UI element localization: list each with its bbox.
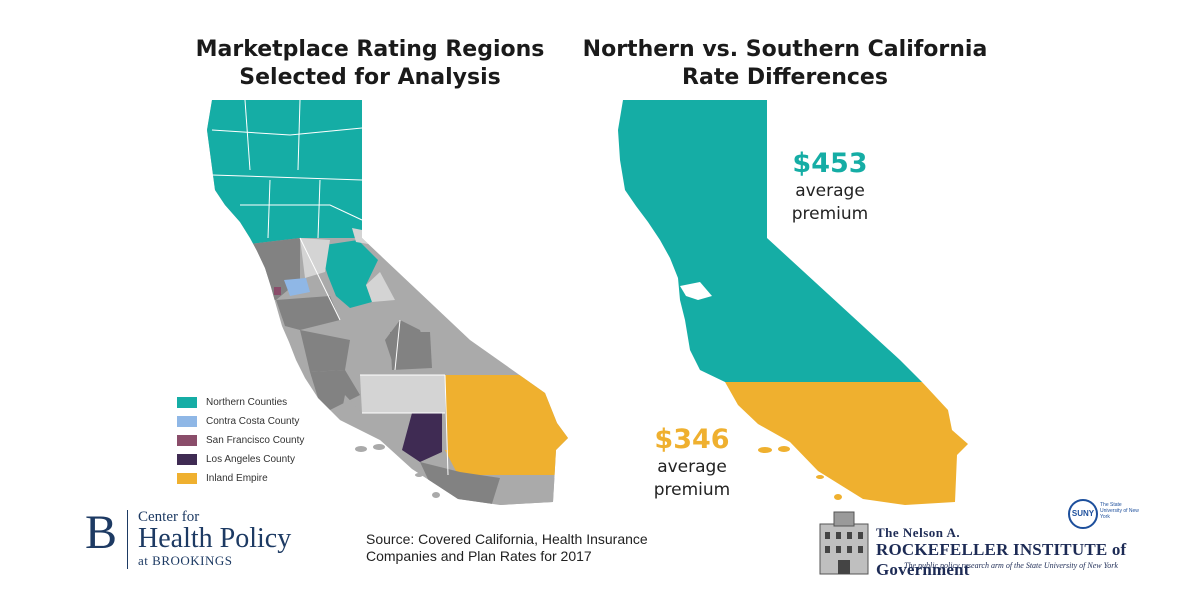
left-map-title: Marketplace Rating Regions Selected for … — [170, 36, 570, 92]
south-price: $346 — [654, 424, 730, 455]
county-tile — [276, 296, 340, 330]
san-francisco-county — [274, 287, 281, 295]
legend-item-los-angeles: Los Angeles County — [177, 450, 304, 469]
brookings-text: Center for Health Policy at BROOKINGS — [138, 510, 291, 569]
brookings-line-1: Center for — [138, 509, 200, 525]
inland-empire-lower — [445, 450, 568, 475]
county-tile — [340, 302, 400, 340]
right-title-line-2: Rate Differences — [682, 65, 888, 90]
brookings-b-mark: B — [85, 509, 129, 569]
county-tile — [366, 272, 395, 302]
legend-swatch — [177, 397, 197, 408]
legend-swatch — [177, 435, 197, 446]
rockefeller-logo: The Nelson A. ROCKEFELLER INSTITUTE of G… — [818, 499, 1139, 579]
legend-item-inland-empire: Inland Empire — [177, 469, 304, 488]
channel-islands-right — [758, 446, 842, 500]
south-premium-label: $346 average premium — [632, 424, 752, 502]
north-price: $453 — [792, 148, 868, 179]
suny-logo: SUNY — [1068, 499, 1098, 529]
rockefeller-line-3: The public policy research arm of the St… — [904, 561, 1118, 570]
northern-california-shape — [618, 100, 922, 382]
county-boundaries — [211, 100, 449, 476]
legend-swatch — [177, 473, 197, 484]
source-note: Source: Covered California, Health Insur… — [366, 531, 648, 564]
north-line-2: premium — [791, 204, 869, 224]
rockefeller-line-1: The Nelson A. — [876, 525, 961, 540]
contra-costa-county — [284, 278, 310, 296]
rockefeller-building-logo — [819, 511, 869, 575]
county-tile — [340, 395, 380, 440]
left-title-line-1: Marketplace Rating Regions — [195, 37, 545, 62]
kern-county — [360, 375, 445, 413]
left-title-line-2: Selected for Analysis — [239, 65, 501, 90]
brookings-logo: B Center for Health Policy at BROOKINGS — [85, 509, 291, 569]
south-line-1: average — [657, 457, 727, 477]
map-legend: Northern Counties Contra Costa County Sa… — [177, 393, 304, 488]
legend-swatch — [177, 454, 197, 465]
los-angeles-county — [402, 413, 442, 462]
right-title-line-1: Northern vs. Southern California — [582, 37, 988, 62]
south-line-2: premium — [653, 480, 731, 500]
suny-subtitle: The State University of New York — [1100, 502, 1139, 520]
county-tile — [390, 332, 432, 370]
northern-counties-region — [207, 100, 568, 250]
bay-inlet — [680, 282, 712, 300]
county-tile — [300, 330, 350, 372]
north-premium-label: $453 average premium — [770, 148, 890, 226]
legend-item-northern: Northern Counties — [177, 393, 304, 412]
brookings-line-3: at BROOKINGS — [138, 553, 233, 568]
legend-swatch — [177, 416, 197, 427]
bay-area-counties — [207, 238, 300, 300]
imperial-county — [500, 478, 568, 505]
inland-empire-region — [445, 375, 568, 450]
brookings-line-2: Health Policy — [138, 523, 292, 554]
rockefeller-line-2: ROCKEFELLER INSTITUTE of Government — [876, 540, 1127, 579]
legend-item-contra-costa: Contra Costa County — [177, 412, 304, 431]
northern-counties-sierra — [318, 240, 378, 308]
southern-california-shape — [725, 382, 968, 505]
legend-label: Los Angeles County — [206, 454, 295, 465]
county-tile — [300, 238, 330, 278]
north-line-1: average — [795, 181, 865, 201]
legend-label: Northern Counties — [206, 397, 288, 408]
legend-label: Inland Empire — [206, 473, 268, 484]
right-map-title: Northern vs. Southern California Rate Di… — [575, 36, 995, 92]
legend-label: San Francisco County — [206, 435, 305, 446]
channel-islands-left — [355, 444, 440, 498]
legend-item-san-francisco: San Francisco County — [177, 431, 304, 450]
legend-label: Contra Costa County — [206, 416, 300, 427]
